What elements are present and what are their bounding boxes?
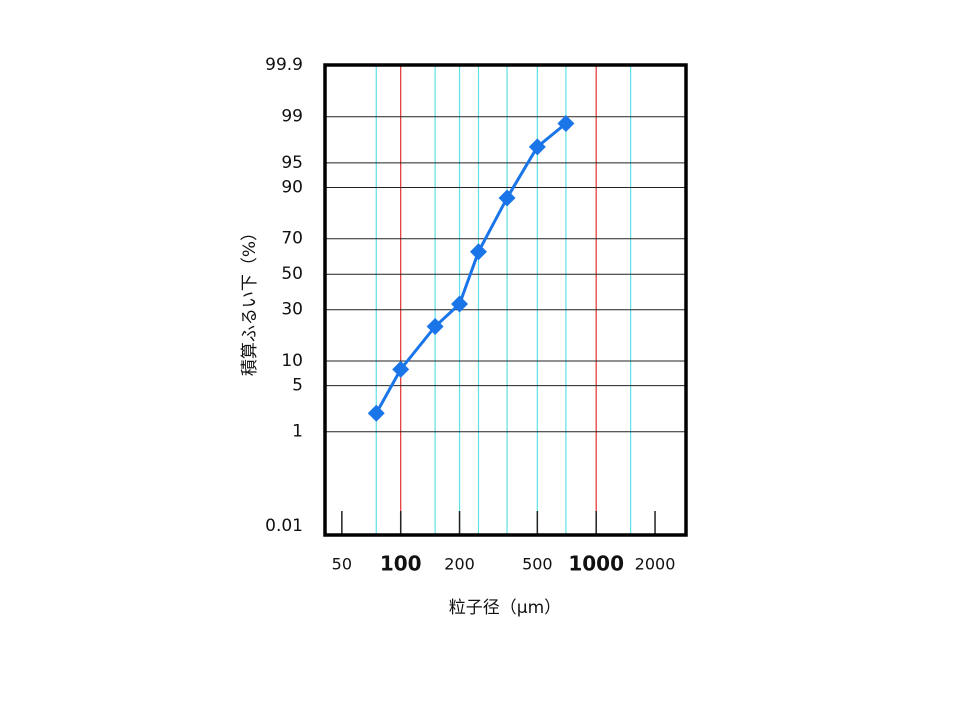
y-tick-label: 1	[292, 422, 303, 442]
x-tick-label: 500	[522, 555, 553, 574]
data-point	[367, 404, 385, 422]
data-point	[557, 115, 575, 132]
y-tick-label: 95	[281, 153, 303, 173]
y-tick-label: 90	[281, 177, 303, 197]
y-tick-label: 99.9	[265, 55, 303, 75]
x-tick-label: 50	[332, 555, 352, 574]
y-tick-label: 70	[281, 229, 303, 249]
data-point	[470, 243, 487, 261]
data-point	[426, 318, 444, 335]
y-tick-label: 5	[292, 376, 303, 396]
x-tick-label: 2000	[635, 555, 676, 574]
y-tick-label: 0.01	[265, 516, 303, 536]
series-line	[374, 122, 567, 414]
data-point	[392, 360, 410, 378]
y-tick-label: 99	[281, 107, 303, 127]
y-axis-label: 積算ふるい下（%）	[240, 224, 260, 376]
x-tick-label: 200	[444, 555, 475, 574]
data-point	[451, 295, 469, 313]
y-tick-label: 50	[281, 264, 303, 284]
plot-frame	[323, 63, 688, 537]
x-axis-label: 粒子径（μm）	[449, 598, 561, 618]
x-tick-label: 100	[380, 552, 422, 576]
data-point	[528, 138, 546, 156]
x-tick-label: 1000	[568, 552, 624, 576]
y-tick-label: 30	[281, 300, 303, 320]
data-point	[498, 189, 516, 207]
y-tick-label: 10	[281, 351, 303, 371]
